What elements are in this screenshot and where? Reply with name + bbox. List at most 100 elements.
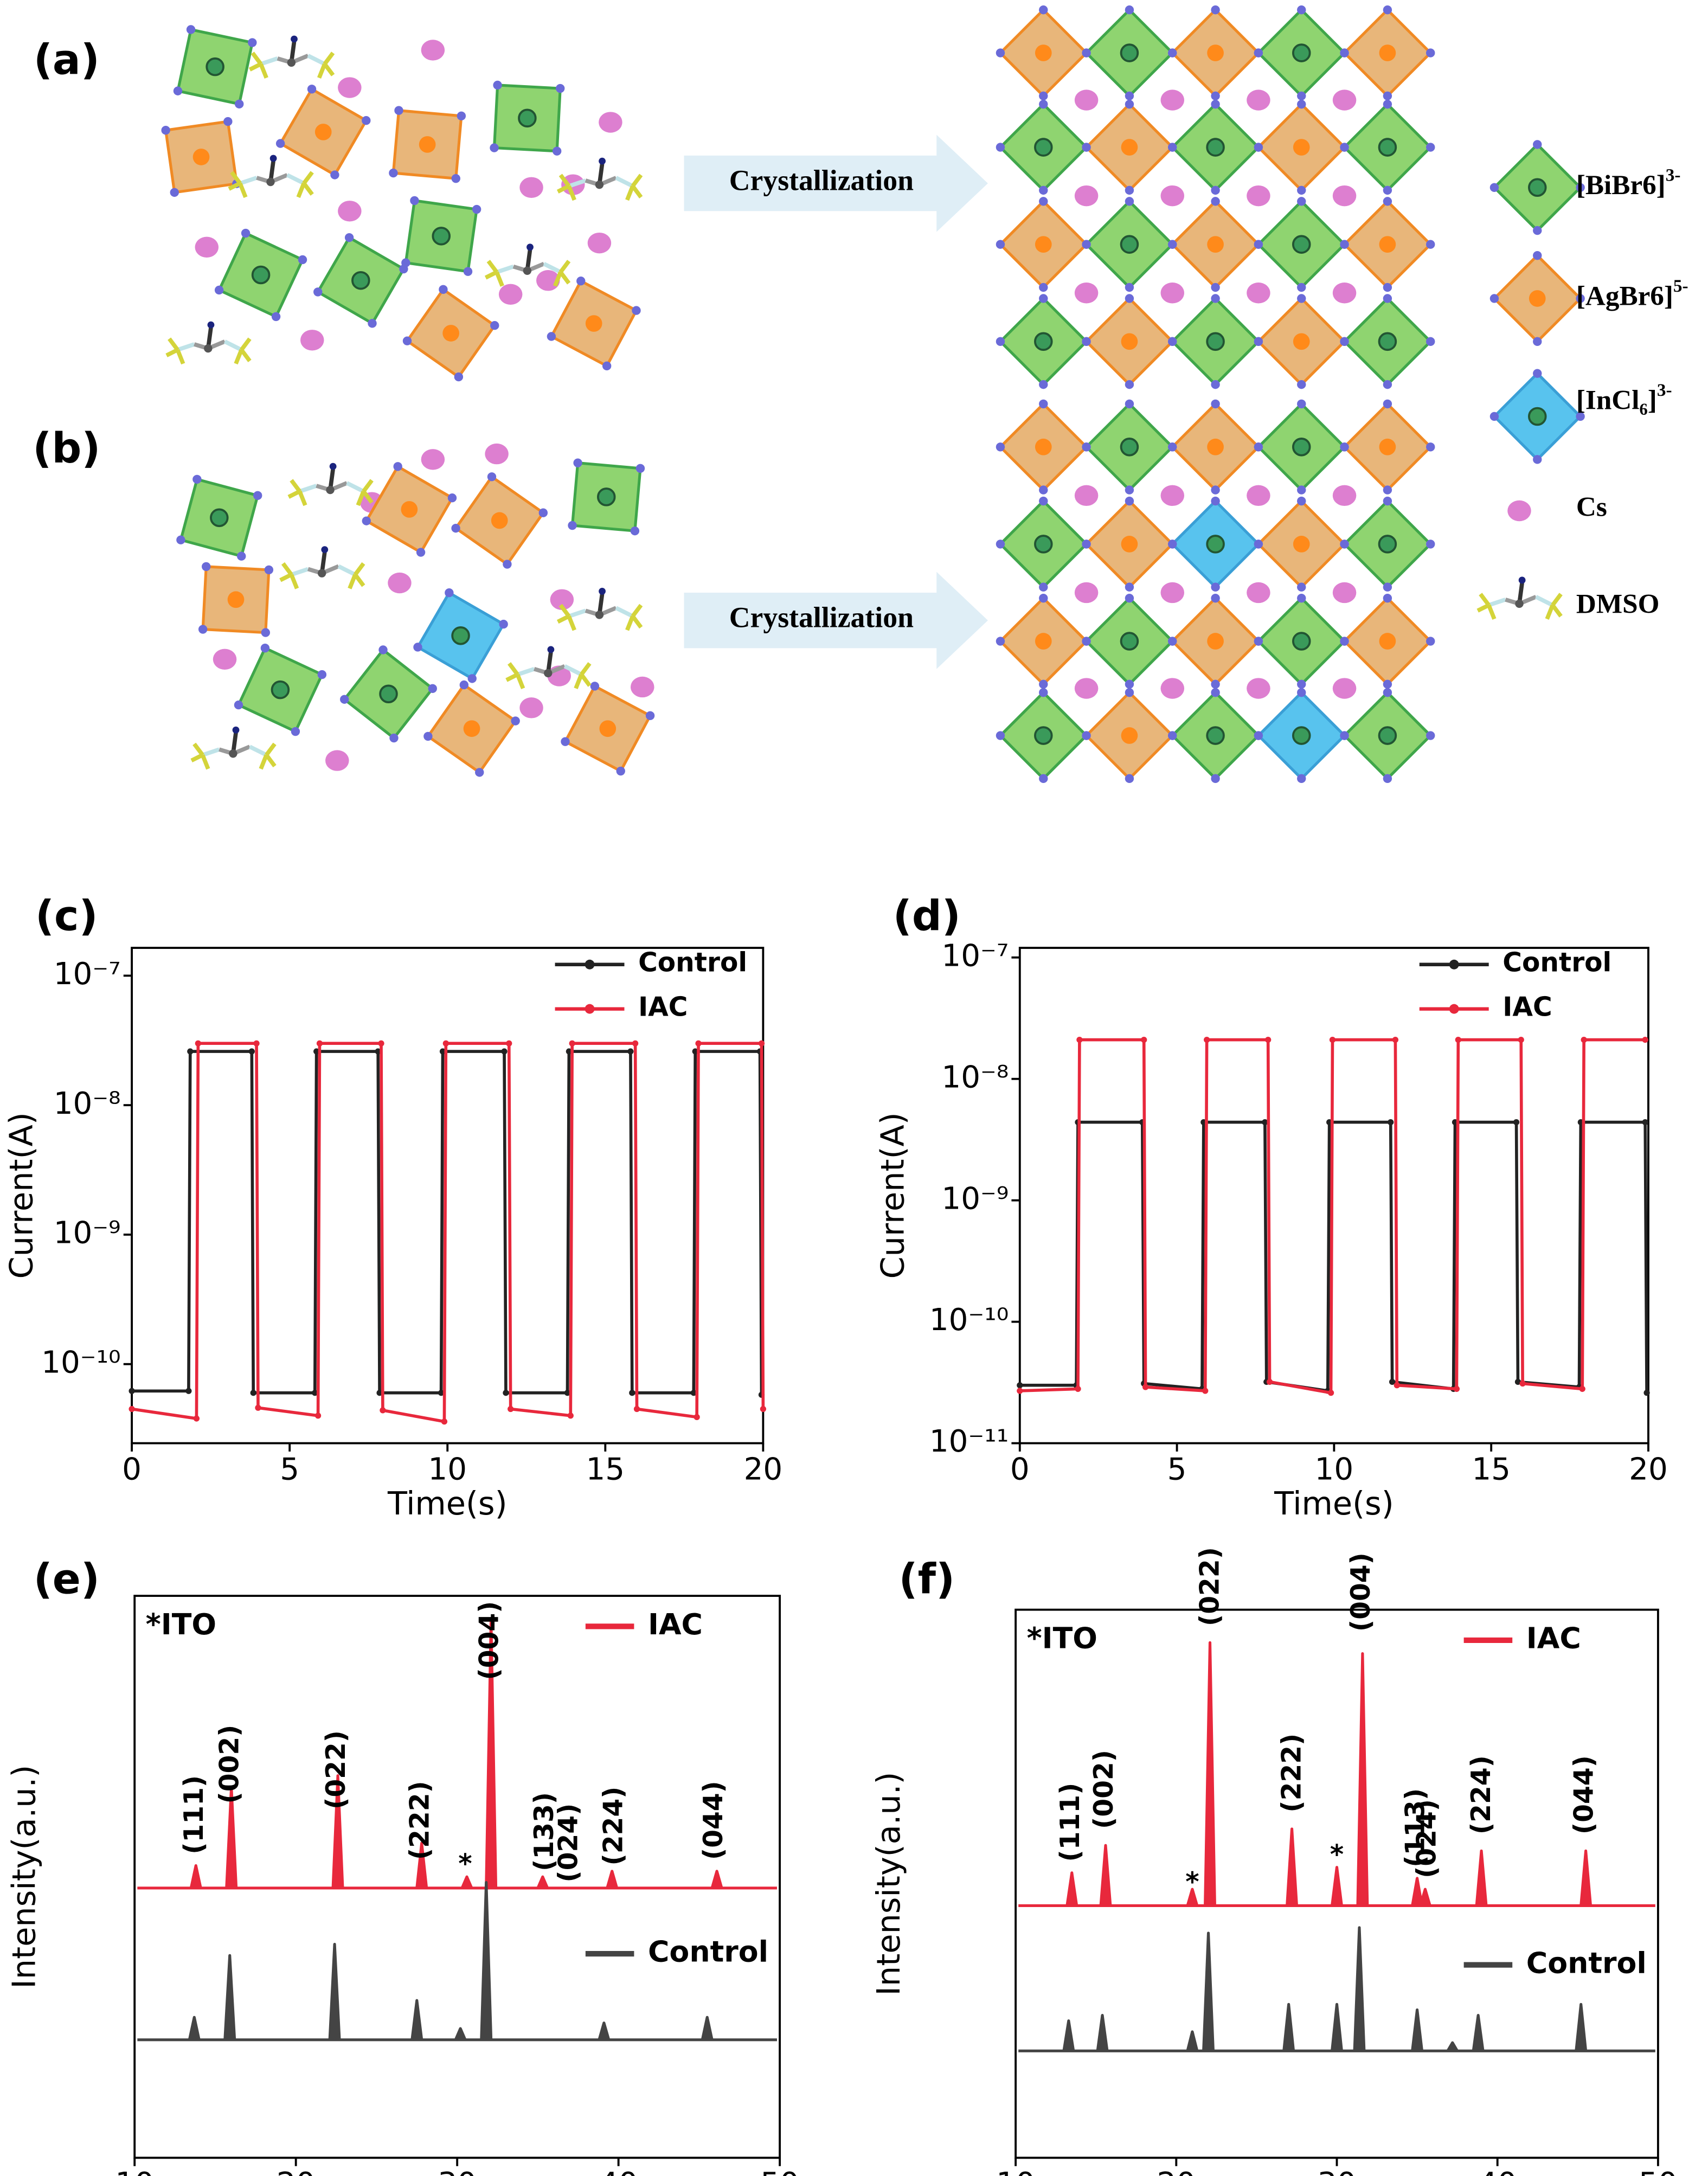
vertex bbox=[1039, 283, 1048, 292]
series-line bbox=[131, 1042, 765, 1424]
cs-ion bbox=[519, 177, 543, 198]
vertex bbox=[260, 643, 270, 653]
vertex bbox=[1211, 91, 1220, 101]
center-atom bbox=[1206, 726, 1225, 745]
peak bbox=[1204, 1641, 1216, 1906]
bond bbox=[259, 63, 268, 79]
cs-ion bbox=[338, 77, 362, 98]
peak bbox=[331, 1774, 344, 1889]
bond bbox=[631, 604, 643, 618]
vertex bbox=[261, 628, 270, 637]
vertex bbox=[1082, 442, 1091, 452]
point bbox=[1266, 1378, 1273, 1385]
vertex bbox=[1168, 540, 1177, 549]
bond bbox=[281, 562, 293, 576]
vertex bbox=[1039, 582, 1048, 592]
bond bbox=[568, 608, 587, 619]
vertex bbox=[1489, 183, 1499, 192]
vertex bbox=[1254, 337, 1263, 346]
center-atom bbox=[251, 265, 271, 285]
cs-ion bbox=[338, 201, 362, 222]
vertex bbox=[298, 255, 307, 265]
peak-label: (024) bbox=[553, 1803, 583, 1883]
center-atom bbox=[1292, 632, 1311, 651]
atom bbox=[1515, 599, 1524, 608]
center-atom bbox=[1527, 178, 1547, 197]
atom bbox=[526, 243, 534, 251]
point bbox=[375, 1048, 381, 1055]
vertex bbox=[1383, 594, 1392, 603]
vertex bbox=[1039, 485, 1048, 495]
vertex bbox=[1383, 380, 1392, 389]
vertex bbox=[451, 174, 460, 183]
cs-ion bbox=[1160, 185, 1185, 207]
center-atom bbox=[210, 508, 229, 528]
bond bbox=[230, 171, 242, 185]
cs-ion bbox=[195, 236, 219, 258]
cs-ion bbox=[1332, 283, 1357, 304]
vertex bbox=[340, 695, 349, 704]
vertex bbox=[996, 240, 1005, 249]
peak bbox=[1353, 1926, 1366, 2051]
vertex bbox=[590, 682, 600, 691]
vertex bbox=[1533, 226, 1542, 235]
vertex bbox=[996, 143, 1005, 152]
vertex bbox=[1426, 143, 1435, 152]
peak bbox=[1096, 2014, 1109, 2051]
cs-ion bbox=[1247, 678, 1270, 699]
center-atom bbox=[1120, 43, 1139, 62]
peak bbox=[225, 1785, 238, 1889]
cs-ion bbox=[1332, 485, 1357, 506]
peak bbox=[189, 1864, 202, 1889]
vertex bbox=[1125, 197, 1134, 206]
vertex bbox=[378, 645, 388, 654]
vertex bbox=[223, 117, 233, 126]
x-tick-label: 10 bbox=[115, 2166, 154, 2176]
bond bbox=[323, 52, 335, 66]
bond bbox=[558, 260, 571, 274]
bond bbox=[625, 615, 635, 631]
vertex bbox=[237, 551, 246, 561]
legend-sup: 3- bbox=[1666, 165, 1681, 185]
atom bbox=[599, 588, 606, 595]
vertex bbox=[1039, 774, 1048, 784]
note: *ITO bbox=[1027, 1621, 1097, 1655]
vertex bbox=[996, 48, 1005, 57]
bond bbox=[234, 349, 243, 365]
x-tick-label: 10 bbox=[428, 1452, 467, 1487]
vertex bbox=[1533, 140, 1542, 149]
x-tick-label: 50 bbox=[760, 2166, 799, 2176]
bond bbox=[337, 564, 356, 577]
y-tick-label: 10⁻¹⁰ bbox=[929, 1302, 1009, 1338]
cs-ion bbox=[550, 589, 574, 610]
peak-label: * bbox=[458, 1849, 472, 1879]
center-atom bbox=[1207, 236, 1224, 253]
center-atom bbox=[1206, 138, 1225, 157]
vertex bbox=[1125, 679, 1134, 689]
point bbox=[633, 1405, 640, 1413]
arrow-label: Crystallization bbox=[729, 601, 914, 633]
peak bbox=[1186, 2030, 1199, 2051]
point bbox=[253, 1040, 260, 1047]
bond bbox=[307, 54, 326, 66]
vertex bbox=[1383, 688, 1392, 697]
bond bbox=[192, 742, 204, 756]
bond bbox=[567, 185, 576, 201]
legend-label: Cs bbox=[1576, 491, 1607, 522]
vertex bbox=[1039, 679, 1048, 689]
peak bbox=[1579, 1849, 1593, 1906]
peak bbox=[328, 1943, 341, 2040]
vertex bbox=[576, 277, 586, 286]
legend-label: IAC bbox=[648, 1607, 703, 1641]
peak bbox=[1202, 1931, 1215, 2051]
center-atom bbox=[1034, 332, 1053, 351]
point bbox=[187, 1048, 194, 1055]
point bbox=[695, 1040, 702, 1047]
legend-marker bbox=[1449, 959, 1459, 970]
point bbox=[1329, 1036, 1336, 1043]
bond bbox=[486, 260, 499, 274]
atom bbox=[269, 155, 277, 162]
peak-label: (002) bbox=[1089, 1750, 1119, 1829]
center-atom bbox=[1121, 139, 1138, 156]
vertex bbox=[490, 143, 499, 152]
